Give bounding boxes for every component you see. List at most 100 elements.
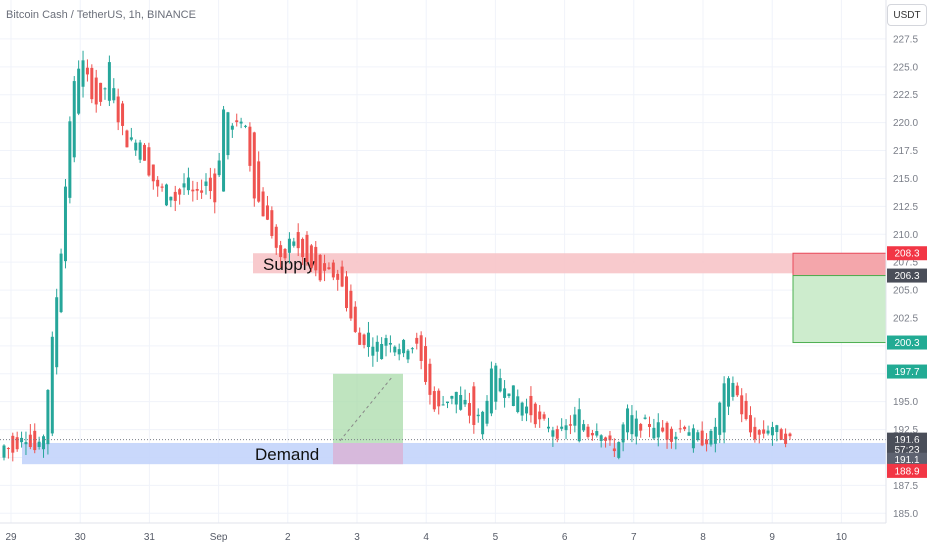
- candle-body: [318, 254, 322, 281]
- candle-body: [261, 191, 265, 217]
- candle-body: [551, 430, 555, 437]
- candle-body: [718, 402, 722, 435]
- candle-body: [90, 67, 94, 100]
- candles: [2, 50, 792, 462]
- currency-badge[interactable]: USDT: [887, 4, 927, 26]
- time-tick-label: 3: [354, 532, 360, 543]
- candle-body: [340, 266, 344, 287]
- chart-title: Bitcoin Cash / TetherUS, 1h, BINANCE: [6, 9, 196, 21]
- candle-body: [647, 423, 651, 427]
- candle-body: [476, 414, 480, 417]
- candle-body: [134, 142, 138, 151]
- candle-body: [222, 109, 226, 192]
- candle-body: [77, 68, 81, 114]
- candle-body: [11, 435, 15, 453]
- candle-body: [252, 132, 256, 199]
- candle-body: [560, 426, 564, 429]
- candle-body: [208, 177, 212, 192]
- candle-body: [463, 399, 467, 405]
- candle-body: [415, 337, 419, 344]
- candle-body: [28, 434, 32, 448]
- time-axis[interactable]: 29 30 31 Sep 2 3 4 5 6 7 8 9 10: [5, 532, 847, 543]
- candle-body: [94, 77, 98, 105]
- candle-body: [50, 336, 54, 434]
- candle-body: [656, 422, 660, 438]
- candle-body: [213, 173, 217, 203]
- candle-body: [164, 184, 168, 206]
- candle-body: [459, 395, 463, 410]
- candle-body: [37, 441, 41, 447]
- candle-body: [301, 238, 305, 258]
- candle-body: [590, 433, 594, 436]
- candle-body: [472, 386, 476, 425]
- candle-body: [546, 426, 550, 429]
- candle-body: [599, 435, 603, 441]
- candle-body: [533, 403, 537, 425]
- candle-body: [661, 427, 665, 432]
- candle-body: [674, 436, 678, 440]
- candle-body: [156, 179, 160, 187]
- candle-body: [437, 390, 441, 407]
- candle-body: [393, 346, 397, 353]
- candle-body: [432, 391, 436, 410]
- candle-body: [362, 334, 366, 345]
- candle-body: [384, 338, 388, 346]
- candle-body: [397, 349, 401, 355]
- candle-body: [309, 245, 313, 268]
- candle-body: [753, 426, 757, 440]
- candle-body: [639, 424, 643, 431]
- candle-body: [217, 160, 221, 176]
- candle-body: [494, 365, 498, 402]
- price-label-bg: [887, 335, 927, 350]
- price-tick-label: 212.5: [893, 202, 918, 213]
- candle-body: [239, 121, 243, 124]
- candle-body: [283, 248, 287, 259]
- candle-body: [740, 395, 744, 415]
- price-label-208.3: 208.3: [887, 246, 927, 261]
- price-label-text: 191.6: [894, 435, 919, 446]
- price-tick-label: 205.0: [893, 286, 918, 297]
- candle-body: [445, 401, 449, 404]
- price-tick-label: 202.5: [893, 313, 918, 324]
- candle-body: [595, 431, 599, 436]
- candle-body: [608, 435, 612, 441]
- target-stop-box: [792, 252, 887, 277]
- candle-body: [503, 388, 507, 398]
- candle-body: [116, 96, 120, 123]
- candle-body: [621, 424, 625, 443]
- candle-body: [371, 346, 375, 356]
- candle-body: [630, 415, 634, 435]
- candle-body: [99, 82, 103, 102]
- candle-body: [727, 378, 731, 407]
- candle-body: [46, 389, 50, 445]
- candle-body: [55, 297, 59, 368]
- candle-body: [687, 432, 691, 436]
- time-tick-label: 29: [5, 532, 17, 543]
- candle-body: [33, 430, 37, 451]
- time-tick-label: 6: [562, 532, 568, 543]
- demand-zone: [22, 442, 886, 465]
- price-tick-label: 210.0: [893, 230, 918, 241]
- candle-body: [81, 60, 85, 87]
- candle-body: [279, 245, 283, 258]
- candle-body: [722, 383, 726, 433]
- candle-body: [612, 448, 616, 452]
- time-tick-label: 4: [423, 532, 429, 543]
- candle-body: [731, 382, 735, 397]
- candle-body: [617, 442, 621, 458]
- price-label-bg: [887, 246, 927, 261]
- candle-body: [248, 126, 252, 166]
- candle-body: [705, 439, 709, 445]
- candle-body: [151, 164, 155, 182]
- candle-body: [691, 428, 695, 449]
- candle-body: [775, 425, 779, 433]
- candle-body: [485, 400, 489, 424]
- time-tick-label: 5: [493, 532, 499, 543]
- time-tick-label: 9: [769, 532, 775, 543]
- price-label-bg: [887, 364, 927, 379]
- candle-body: [230, 125, 234, 130]
- candle-body: [700, 430, 704, 446]
